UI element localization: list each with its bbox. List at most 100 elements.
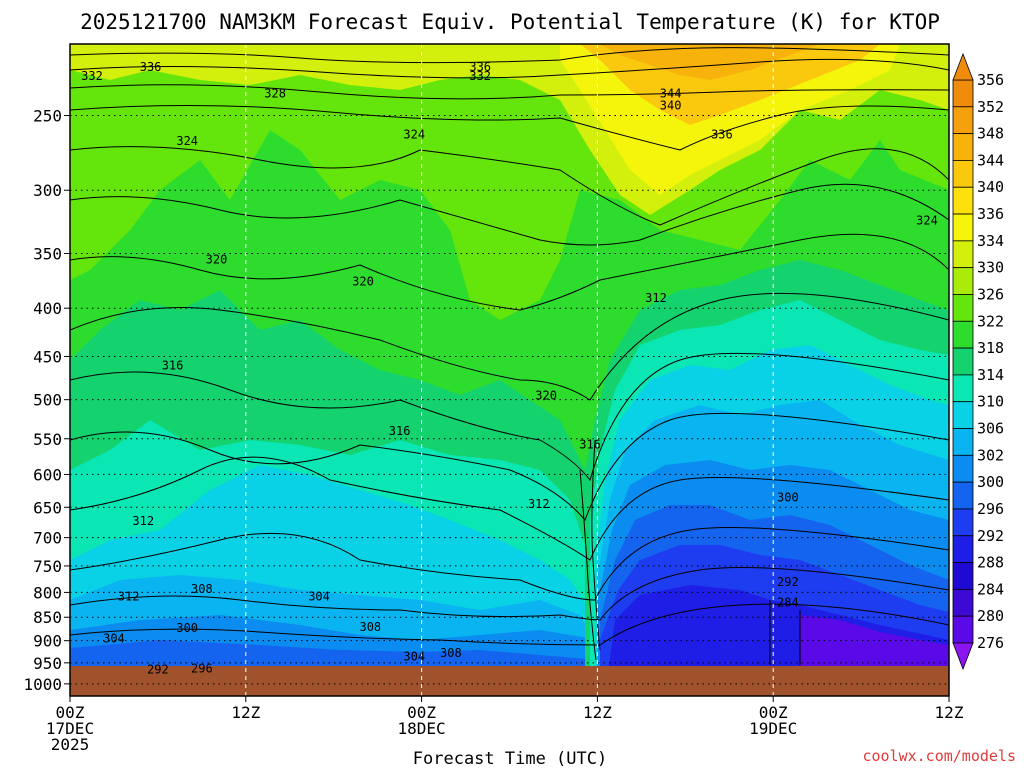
colorbar-label: 340: [977, 178, 1004, 196]
colorbar-label: 280: [977, 607, 1004, 625]
x-tick-label: 12Z: [231, 703, 260, 722]
contour-label: 336: [711, 128, 733, 142]
y-tick-label: 400: [33, 299, 62, 318]
colorbar-swatch: [952, 428, 974, 456]
colorbar-swatch: [952, 535, 974, 563]
plot-area: [70, 44, 949, 696]
colorbar-label: 302: [977, 446, 1004, 464]
y-tick-label: 550: [33, 430, 62, 449]
y-tick-label: 350: [33, 244, 62, 263]
colorbar-swatch: [952, 213, 974, 242]
colorbar-swatch: [952, 347, 974, 376]
contour-label: 312: [528, 497, 550, 511]
x-tick-label: 19DEC: [749, 719, 797, 738]
y-tick-label: 500: [33, 391, 62, 410]
colorbar-label: 284: [977, 580, 1004, 598]
colorbar-swatch: [952, 588, 974, 617]
contour-label: 300: [176, 621, 198, 635]
x-tick-label: 18DEC: [398, 719, 446, 738]
chart-title: 2025121700 NAM3KM Forecast Equiv. Potent…: [80, 10, 940, 34]
colorbar-swatch: [952, 320, 974, 349]
contour-label: 292: [777, 575, 799, 589]
colorbar-swatch: [952, 481, 974, 510]
contour-label: 284: [777, 596, 799, 610]
colorbar-label: 288: [977, 554, 1004, 572]
contour-label: 304: [308, 589, 330, 603]
contour-label: 324: [403, 128, 425, 142]
colorbar-label: 306: [977, 420, 1004, 438]
y-tick-label: 1000: [23, 675, 62, 694]
colorbar-extend-min: [952, 642, 974, 671]
colorbar-label: 356: [977, 71, 1004, 89]
y-tick-label: 600: [33, 465, 62, 484]
colorbar-label: 318: [977, 339, 1004, 357]
y-tick-label: 800: [33, 583, 62, 602]
y-tick-label: 950: [33, 654, 62, 673]
contour-label: 344: [660, 87, 682, 101]
contour-label: 312: [645, 291, 667, 305]
contour-label: 324: [916, 214, 938, 228]
colorbar-label: 344: [977, 151, 1004, 169]
x-tick-label: 12Z: [583, 703, 612, 722]
y-tick-label: 750: [33, 557, 62, 576]
contour-label: 292: [147, 662, 169, 676]
surface-ground: [70, 666, 949, 696]
colorbar-swatch: [952, 401, 974, 429]
colorbar-label: 296: [977, 500, 1004, 518]
plot-frame: [69, 43, 950, 697]
y-tick-label: 700: [33, 529, 62, 548]
colorbar: 356 352 348 344 340 336 334 330 326 322 318 314 310 3…: [952, 52, 1004, 671]
contour-label: 300: [777, 491, 799, 505]
x-tick-label: 12Z: [935, 703, 964, 722]
colorbar-extend-max: [952, 52, 974, 81]
colorbar-swatch: [952, 508, 974, 537]
colorbar-label: 292: [977, 527, 1004, 545]
colorbar-label: 310: [977, 393, 1004, 411]
contour-label: 320: [535, 389, 557, 403]
colorbar-label: 336: [977, 205, 1004, 223]
colorbar-label: 352: [977, 98, 1004, 116]
contour-label: 308: [191, 582, 213, 596]
contour-label: 316: [162, 358, 184, 372]
y-tick-label: 650: [33, 498, 62, 517]
grid: [70, 44, 949, 696]
x-axis-label: Forecast Time (UTC): [413, 749, 607, 768]
colorbar-swatch: [952, 374, 974, 403]
contour-label: 304: [403, 649, 425, 663]
y-tick-label: 850: [33, 608, 62, 627]
x-tick-label: 2025: [51, 735, 90, 754]
contour-lines: [70, 47, 949, 665]
contour-label: 332: [469, 69, 491, 83]
contour-label: 316: [579, 438, 601, 452]
colorbar-swatch: [952, 160, 974, 188]
colorbar-label: 334: [977, 232, 1004, 250]
contour-label: 312: [132, 514, 154, 528]
contour-label: 324: [176, 134, 198, 148]
colorbar-label: 330: [977, 259, 1004, 277]
colorbar-swatch: [952, 79, 974, 108]
contour-label: 312: [118, 589, 140, 603]
colorbar-label: 314: [977, 366, 1004, 384]
contour-label: 336: [469, 60, 491, 74]
colorbar-label: 276: [977, 634, 1004, 652]
colorbar-swatch: [952, 106, 974, 135]
colorbar-label: 300: [977, 473, 1004, 491]
contour-label: 328: [264, 87, 286, 101]
x-tick-label: 17DEC: [46, 719, 94, 738]
contour-label: 304: [103, 631, 125, 645]
y-axis: 250 300 350 400 450 500 550 600 650 700 750 800 850 9…: [23, 106, 70, 694]
y-tick-label: 300: [33, 181, 62, 200]
colorbar-swatch: [952, 267, 974, 295]
y-tick-label: 900: [33, 632, 62, 651]
colorbar-swatch: [952, 133, 974, 161]
contour-label: 320: [352, 275, 374, 289]
contour-label: 320: [206, 252, 228, 266]
field-orange-peak: [600, 44, 820, 80]
colorbar-swatch: [952, 454, 974, 483]
colorbar-label: 348: [977, 125, 1004, 143]
contour-label: 340: [660, 99, 682, 113]
x-tick-label: 00Z: [759, 703, 788, 722]
